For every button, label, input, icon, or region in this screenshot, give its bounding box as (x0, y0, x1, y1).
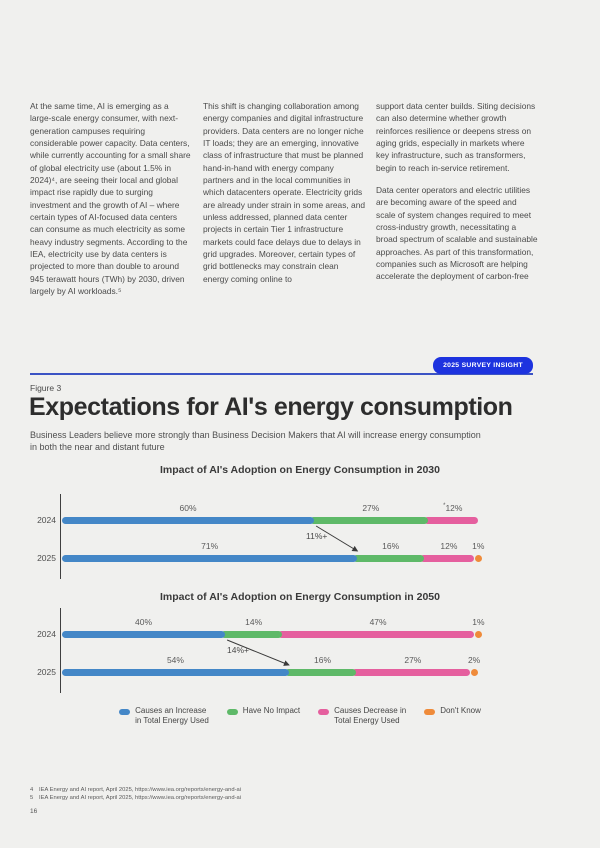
bar-segment (62, 668, 289, 676)
bar-segment (62, 630, 226, 638)
y-axis-line (60, 494, 61, 579)
legend-label: Causes an Increase in Total Energy Used (135, 706, 209, 726)
chart-2030-title: Impact of AI's Adoption on Energy Consum… (160, 464, 440, 476)
bar-value-label: 14% (245, 617, 263, 627)
legend-item: Causes an Increase in Total Energy Used (119, 706, 209, 727)
paragraph: This shift is changing collaboration amo… (203, 101, 366, 284)
change-arrow-label: 14%+ (227, 645, 249, 655)
change-arrow-label: 11%+ (306, 531, 328, 541)
footnotes: 4 IEA Energy and AI report, April 2025, h… (30, 786, 241, 803)
legend-item: Causes Decrease in Total Energy Used (318, 706, 406, 727)
footnote: 5 IEA Energy and AI report, April 2025, h… (30, 794, 241, 802)
bar-value-label: 47% (369, 617, 387, 627)
bar-value-label: 16% (314, 655, 332, 665)
bar-segment (278, 630, 474, 638)
bar-value-label: 12% (440, 541, 458, 551)
footnote-number: 5 (30, 795, 34, 802)
bar-dot (474, 554, 482, 562)
y-axis-line (60, 608, 61, 693)
legend-swatch (119, 709, 131, 715)
bar-value-label: 40% (135, 617, 153, 627)
footnote-text: IEA Energy and AI report, April 2025, ht… (39, 787, 242, 793)
bar-value-label: 16% (382, 541, 400, 551)
change-arrow (226, 639, 290, 666)
bar-value-label: 2% (467, 655, 481, 665)
legend-item: Have No Impact (226, 706, 301, 727)
figure-subtitle: Business Leaders believe more strongly t… (30, 430, 481, 453)
bar-value-label: 71% (201, 541, 219, 551)
bar-value-label: 1% (472, 617, 485, 627)
legend-swatch (424, 709, 436, 715)
legend-swatch (226, 709, 238, 715)
bar-value-label: 27% (362, 503, 380, 513)
bar-segment (352, 668, 470, 676)
figure-title: Expectations for AI's energy consumption (29, 393, 513, 421)
bar-segment (423, 516, 478, 524)
paragraph: support data center builds. Siting decis… (376, 101, 536, 173)
bar-value-label: 60% (179, 503, 197, 513)
bar-dot (470, 668, 478, 676)
body-text-column-1: At the same time, AI is emerging as a la… (30, 100, 192, 308)
bar-segment (419, 554, 474, 562)
footnote: 4 IEA Energy and AI report, April 2025, h… (30, 786, 241, 794)
bar-value-label: *12% (443, 503, 463, 513)
bar-segment (284, 668, 357, 676)
figure-number-label: Figure 3 (30, 383, 62, 393)
footnote-number: 4 (30, 787, 34, 793)
year-label: 2024 (37, 628, 56, 639)
bar-dot (474, 630, 482, 638)
chart-legend: Causes an Increase in Total Energy Used H… (30, 706, 570, 727)
bar-value-label: 54% (166, 655, 184, 665)
page-number: 16 (30, 808, 38, 815)
body-text-column-3: support data center builds. Siting decis… (376, 100, 538, 293)
bar-value-label: 1% (472, 541, 485, 551)
year-label: 2024 (37, 514, 56, 525)
year-label: 2025 (37, 666, 56, 677)
paragraph: Data center operators and electric utili… (376, 185, 538, 282)
legend-label: Have No Impact (242, 706, 301, 715)
paragraph: At the same time, AI is emerging as a la… (30, 101, 191, 297)
bar-segment (62, 554, 358, 562)
chart-2050-title: Impact of AI's Adoption on Energy Consum… (160, 591, 440, 603)
legend-item: Don't Know (424, 706, 481, 727)
bar-segment (310, 516, 428, 524)
survey-insight-badge: 2025 SURVEY INSIGHT (433, 357, 533, 374)
chart-2030: 2024 60% 27% *12% 2025 71% 16% 12% 1% 11%+ (30, 487, 570, 587)
body-text-column-2: This shift is changing collaboration amo… (203, 100, 365, 295)
legend-label: Don't Know (440, 706, 481, 715)
legend-label: Causes Decrease in Total Energy Used (334, 706, 407, 726)
year-label: 2025 (37, 552, 56, 563)
bar-value-label: 27% (404, 655, 422, 665)
figure-divider-rule (30, 373, 533, 375)
chart-2050: 2024 40% 14% 47% 1% 2025 54% 16% 27% 2% 14%+ (30, 601, 570, 701)
bar-segment (353, 554, 424, 562)
legend-swatch (318, 709, 330, 715)
bar-segment (221, 630, 283, 638)
bar-segment (62, 516, 315, 524)
footnote-text: IEA Energy and AI report, April 2025, ht… (39, 795, 242, 802)
